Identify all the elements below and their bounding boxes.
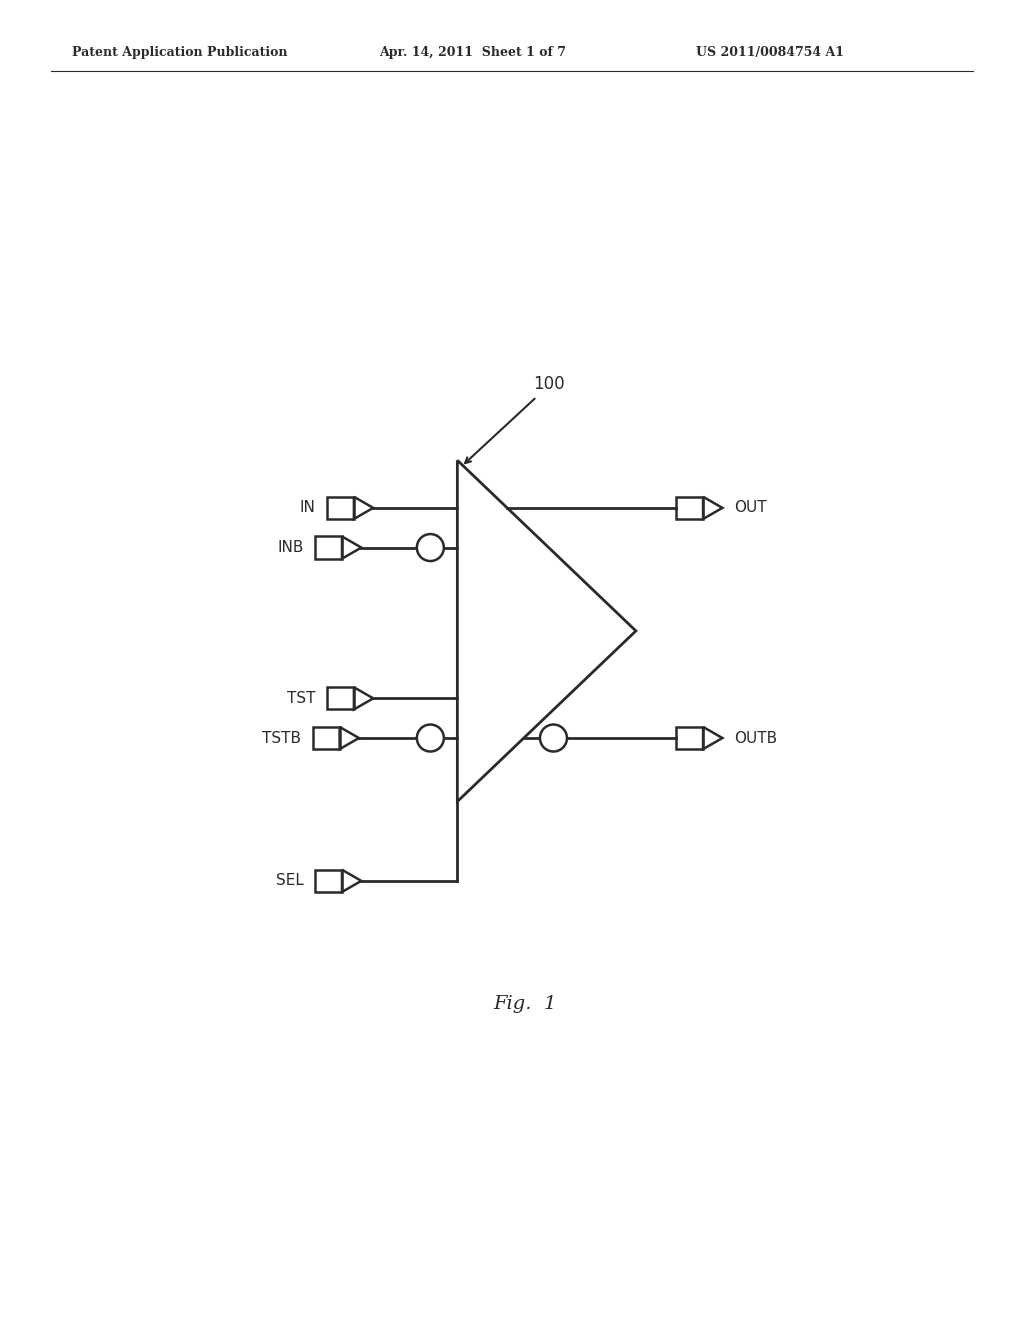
Bar	[313, 727, 340, 750]
Text: Fig.  1: Fig. 1	[494, 995, 556, 1012]
Text: SEL: SEL	[275, 874, 303, 888]
Text: TST: TST	[287, 690, 315, 706]
Text: OUTB: OUTB	[734, 730, 777, 746]
Bar	[315, 870, 342, 892]
Text: IN: IN	[299, 500, 315, 515]
Text: US 2011/0084754 A1: US 2011/0084754 A1	[696, 46, 845, 59]
Bar	[328, 496, 354, 519]
Text: Apr. 14, 2011  Sheet 1 of 7: Apr. 14, 2011 Sheet 1 of 7	[379, 46, 566, 59]
Bar	[328, 688, 354, 709]
Bar	[677, 727, 703, 750]
Text: 100: 100	[532, 375, 564, 393]
Circle shape	[417, 725, 443, 751]
Bar	[315, 536, 342, 558]
Circle shape	[540, 725, 567, 751]
Bar	[677, 496, 703, 519]
Text: TSTB: TSTB	[262, 730, 301, 746]
Text: OUT: OUT	[734, 500, 767, 515]
Circle shape	[417, 535, 443, 561]
Text: Patent Application Publication: Patent Application Publication	[72, 46, 287, 59]
Text: INB: INB	[278, 540, 303, 554]
